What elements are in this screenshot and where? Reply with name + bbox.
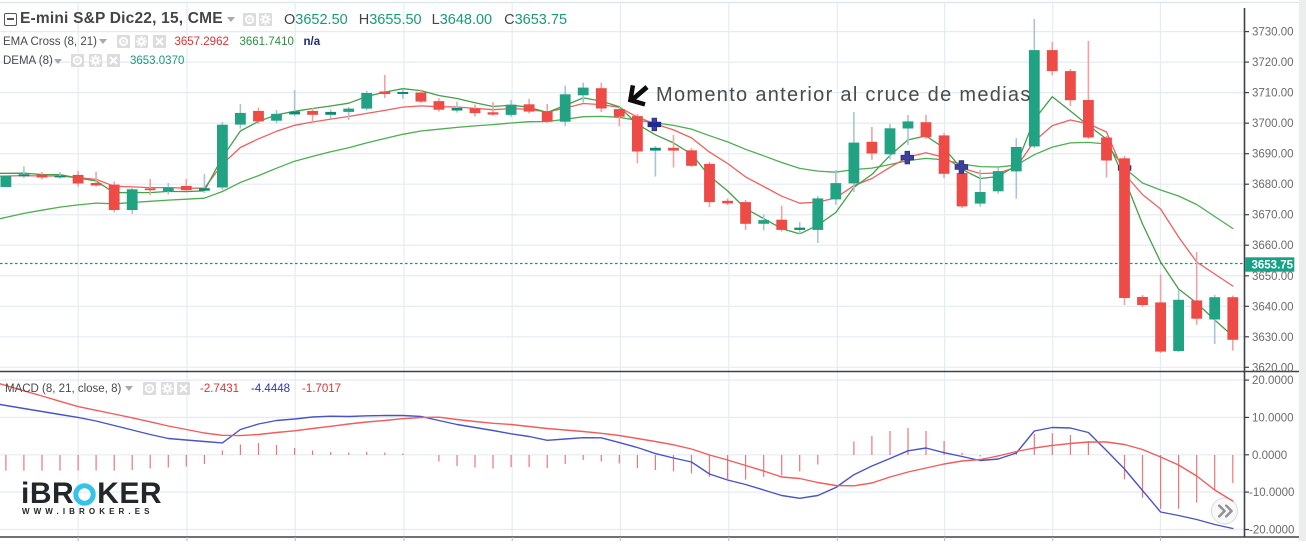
svg-text:3680.00: 3680.00 xyxy=(1252,179,1294,191)
svg-text:3640.00: 3640.00 xyxy=(1252,301,1294,313)
svg-text:3660.00: 3660.00 xyxy=(1252,240,1294,252)
svg-text:3650.00: 3650.00 xyxy=(1252,271,1294,283)
svg-text:3720.00: 3720.00 xyxy=(1252,57,1294,69)
svg-text:3620.00: 3620.00 xyxy=(1252,362,1294,374)
svg-text:-10.0000: -10.0000 xyxy=(1249,487,1294,499)
svg-text:10.0000: 10.0000 xyxy=(1252,412,1294,424)
svg-text:0.0000: 0.0000 xyxy=(1252,450,1287,462)
svg-text:3690.00: 3690.00 xyxy=(1252,149,1294,161)
svg-text:3730.00: 3730.00 xyxy=(1252,27,1294,39)
svg-text:3670.00: 3670.00 xyxy=(1252,210,1294,222)
svg-text:3630.00: 3630.00 xyxy=(1252,332,1294,344)
svg-text:20.0000: 20.0000 xyxy=(1252,375,1294,387)
svg-text:3700.00: 3700.00 xyxy=(1252,118,1294,130)
svg-text:-20.0000: -20.0000 xyxy=(1249,525,1294,537)
svg-text:3710.00: 3710.00 xyxy=(1252,88,1294,100)
svg-text:3653.75: 3653.75 xyxy=(1252,260,1294,272)
